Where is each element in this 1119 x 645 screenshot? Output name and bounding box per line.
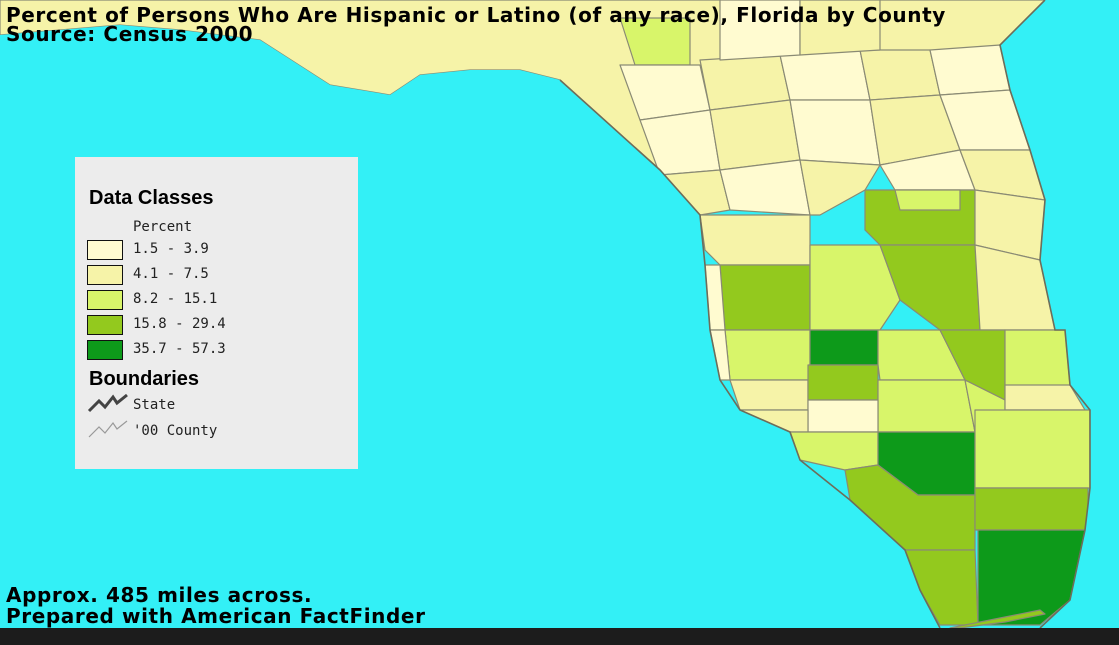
legend-swatch bbox=[87, 315, 123, 335]
legend-class-label: 35.7 - 57.3 bbox=[133, 341, 226, 357]
atlantic-ocean bbox=[1000, 0, 1119, 628]
credit-note: Prepared with American FactFinder bbox=[6, 604, 426, 628]
map-title: Percent of Persons Who Are Hispanic or L… bbox=[6, 3, 946, 27]
legend-heading: Data Classes bbox=[89, 187, 214, 209]
legend-subheading: Percent bbox=[133, 219, 193, 235]
legend-swatch bbox=[87, 290, 123, 310]
legend-class-label: 4.1 - 7.5 bbox=[133, 266, 209, 282]
legend-swatch bbox=[87, 265, 123, 285]
map-source: Source: Census 2000 bbox=[6, 22, 254, 46]
legend-boundaries-heading: Boundaries bbox=[89, 368, 200, 390]
map-footer: Approx. 485 miles across. Prepared with … bbox=[6, 585, 426, 627]
legend-boundary-label: State bbox=[133, 397, 176, 413]
bottom-frame-bar bbox=[0, 628, 1119, 645]
legend-class-label: 8.2 - 15.1 bbox=[133, 291, 218, 307]
legend-boundary-label: '00 County bbox=[133, 423, 218, 439]
map-legend: Data Classes Percent 1.5 - 3.9 4.1 - 7.5… bbox=[75, 157, 358, 469]
choropleth-map: Percent of Persons Who Are Hispanic or L… bbox=[0, 0, 1119, 628]
legend-swatch bbox=[87, 340, 123, 360]
county-boundary-icon bbox=[88, 420, 128, 438]
legend-class-label: 1.5 - 3.9 bbox=[133, 241, 209, 257]
state-boundary-icon bbox=[87, 393, 128, 413]
scale-note: Approx. 485 miles across. bbox=[6, 583, 313, 607]
map-title-block: Percent of Persons Who Are Hispanic or L… bbox=[6, 3, 946, 46]
legend-swatch bbox=[87, 240, 123, 260]
legend-class-label: 15.8 - 29.4 bbox=[133, 316, 226, 332]
state-outline bbox=[559, 0, 1091, 628]
